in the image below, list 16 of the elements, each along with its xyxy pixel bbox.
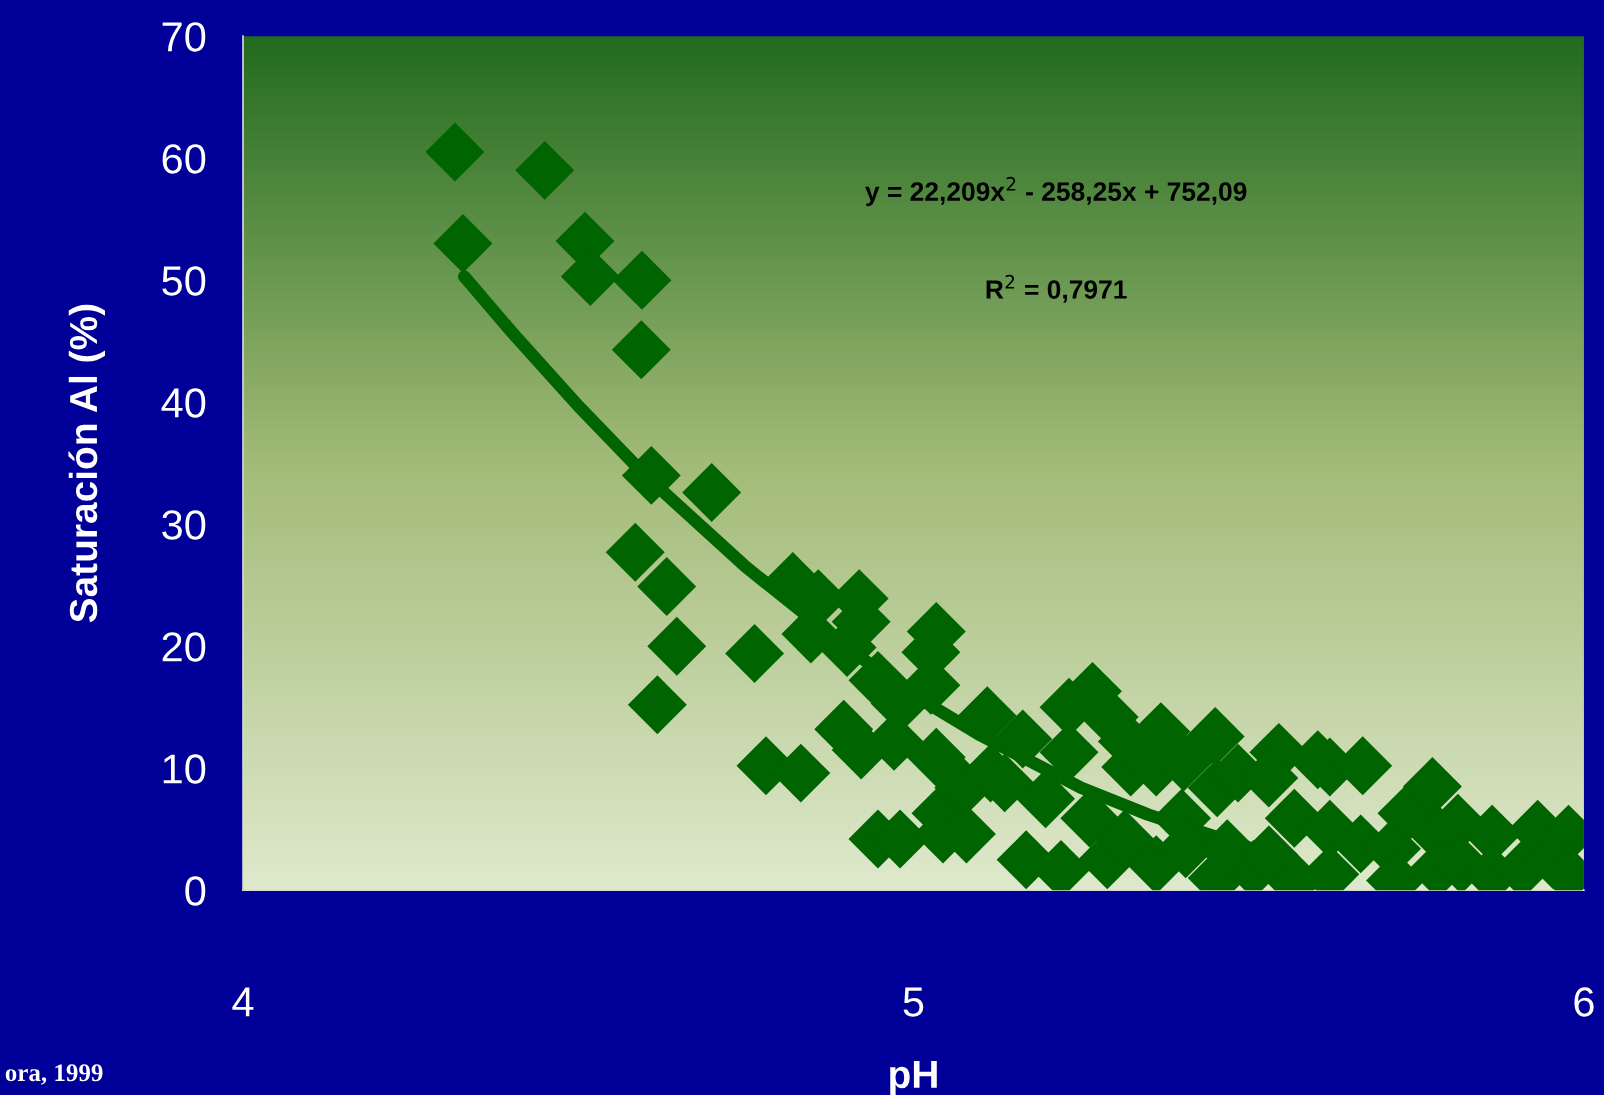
y-tick-label: 70: [162, 22, 206, 52]
text: ora, 1999: [5, 1064, 103, 1085]
x-tick-label: 6: [1574, 987, 1594, 1017]
y-tick-label: 0: [185, 876, 206, 906]
y-tick-label: 10: [163, 754, 206, 784]
x-tick-label: 5: [903, 987, 924, 1017]
annotation: y = 22,209x$^{2}$ - 258,25x + 752,09: [865, 176, 1247, 207]
y-tick-label: 20: [162, 632, 206, 662]
x-axis-title: pH: [890, 1061, 937, 1095]
y-axis-title: Saturación Al (%): [68, 304, 105, 623]
y-tick-label: 40: [161, 388, 206, 418]
y-tick-label: 50: [162, 266, 206, 296]
y-tick-label: 30: [162, 510, 206, 540]
y-tick-label: 60: [162, 144, 206, 174]
x-tick-label: 4: [232, 987, 254, 1017]
annotation: R$^{2}$ = 0,7971: [986, 274, 1127, 303]
